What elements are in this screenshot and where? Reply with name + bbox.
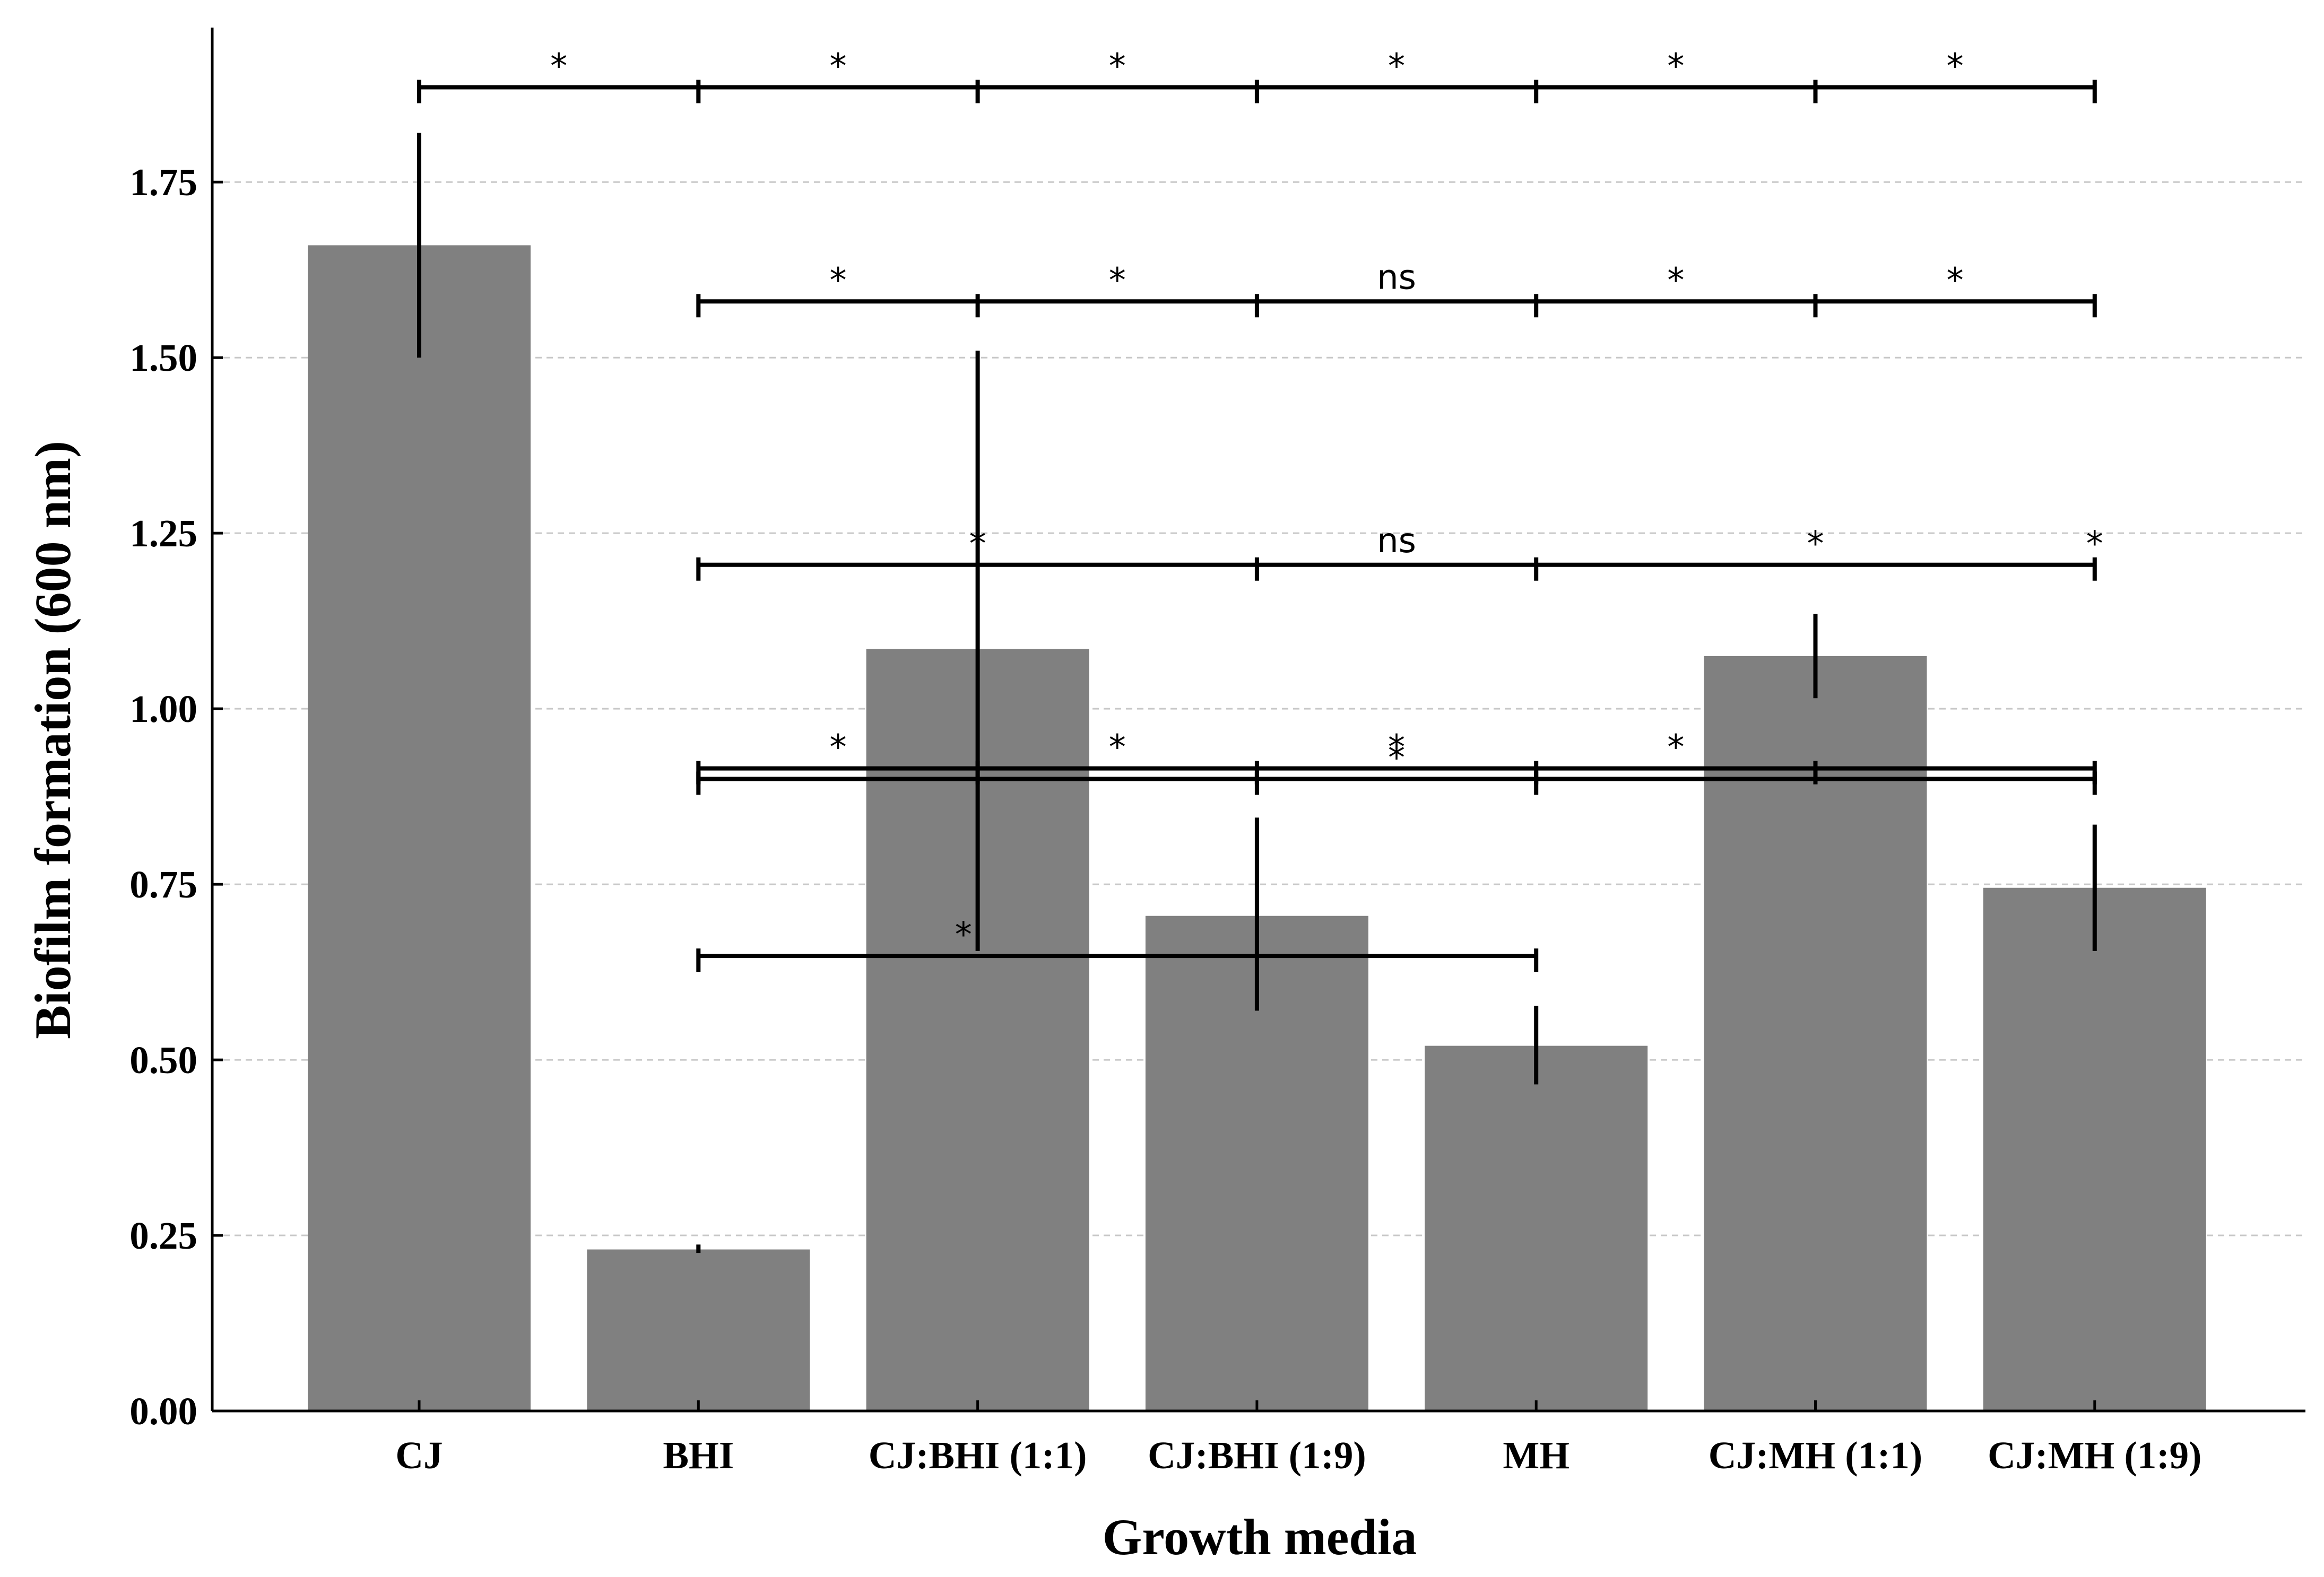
y-tick-label: 1.75 xyxy=(129,161,197,204)
significance-star-label: * xyxy=(969,525,986,564)
significance-ns-label: ns xyxy=(1377,521,1416,561)
significance-star-label: * xyxy=(1667,47,1684,86)
significance-star-label: * xyxy=(1109,47,1126,86)
significance-star-label: * xyxy=(1947,47,1964,86)
significance-star-label: * xyxy=(829,47,846,86)
gridlines xyxy=(212,181,2305,1236)
significance-star-label: * xyxy=(1388,728,1405,768)
x-tick-label: CJ:BHI (1:9) xyxy=(1148,1434,1366,1477)
y-tick-label: 0.00 xyxy=(129,1390,197,1433)
y-tick-labels: 0.00 0.25 0.50 0.75 1.00 1.25 1.50 1.75 xyxy=(129,161,197,1433)
significance-star-label: * xyxy=(829,728,846,768)
x-tick-label: CJ:BHI (1:1) xyxy=(869,1434,1087,1477)
significance-star-label: * xyxy=(1388,47,1405,86)
x-tick-label: MH xyxy=(1503,1434,1569,1477)
y-tick-label: 1.00 xyxy=(129,687,197,730)
y-tick-label: 1.50 xyxy=(129,336,197,379)
significance-star-label: * xyxy=(1807,525,1824,564)
bars xyxy=(308,245,2206,1411)
y-tick-label: 1.25 xyxy=(129,512,197,555)
x-tick-labels: CJ BHI CJ:BHI (1:1) CJ:BHI (1:9) MH CJ:MH (1:… xyxy=(395,1434,2201,1477)
significance-brackets: * * * * * ** * ns * ** ns * ** * * *** xyxy=(417,47,2103,972)
y-tick-label: 0.25 xyxy=(129,1214,197,1257)
significance-star-label: * xyxy=(1109,261,1126,300)
y-axis-title: Biofilm formation (600 nm) xyxy=(24,441,81,1039)
significance-star-label: * xyxy=(550,47,567,86)
significance-star-label: * xyxy=(1667,728,1684,768)
significance-star-label: * xyxy=(2086,525,2103,564)
y-tick-label: 0.50 xyxy=(129,1039,197,1082)
significance-star-label: * xyxy=(829,261,846,300)
significance-star-label: * xyxy=(1388,739,1405,778)
bar xyxy=(1983,887,2206,1411)
significance-ns-label: ns xyxy=(1377,258,1416,297)
x-tick-label: BHI xyxy=(663,1434,734,1477)
significance-star-label: * xyxy=(1947,261,1964,300)
x-tick-label: CJ:MH (1:9) xyxy=(1988,1434,2201,1477)
y-tick-label: 0.75 xyxy=(129,863,197,906)
bar xyxy=(308,245,531,1411)
significance-star-label: * xyxy=(1109,728,1126,768)
bar xyxy=(587,1249,810,1411)
x-axis-title: Growth media xyxy=(1103,1509,1417,1565)
x-tick-label: CJ xyxy=(395,1434,443,1477)
error-bars xyxy=(417,133,2097,1253)
significance-star-label: * xyxy=(955,916,972,955)
significance-star-label: * xyxy=(1667,261,1684,300)
bar xyxy=(1425,1045,1648,1411)
x-tick-label: CJ:MH (1:1) xyxy=(1709,1434,1922,1477)
axes xyxy=(211,28,2305,1413)
